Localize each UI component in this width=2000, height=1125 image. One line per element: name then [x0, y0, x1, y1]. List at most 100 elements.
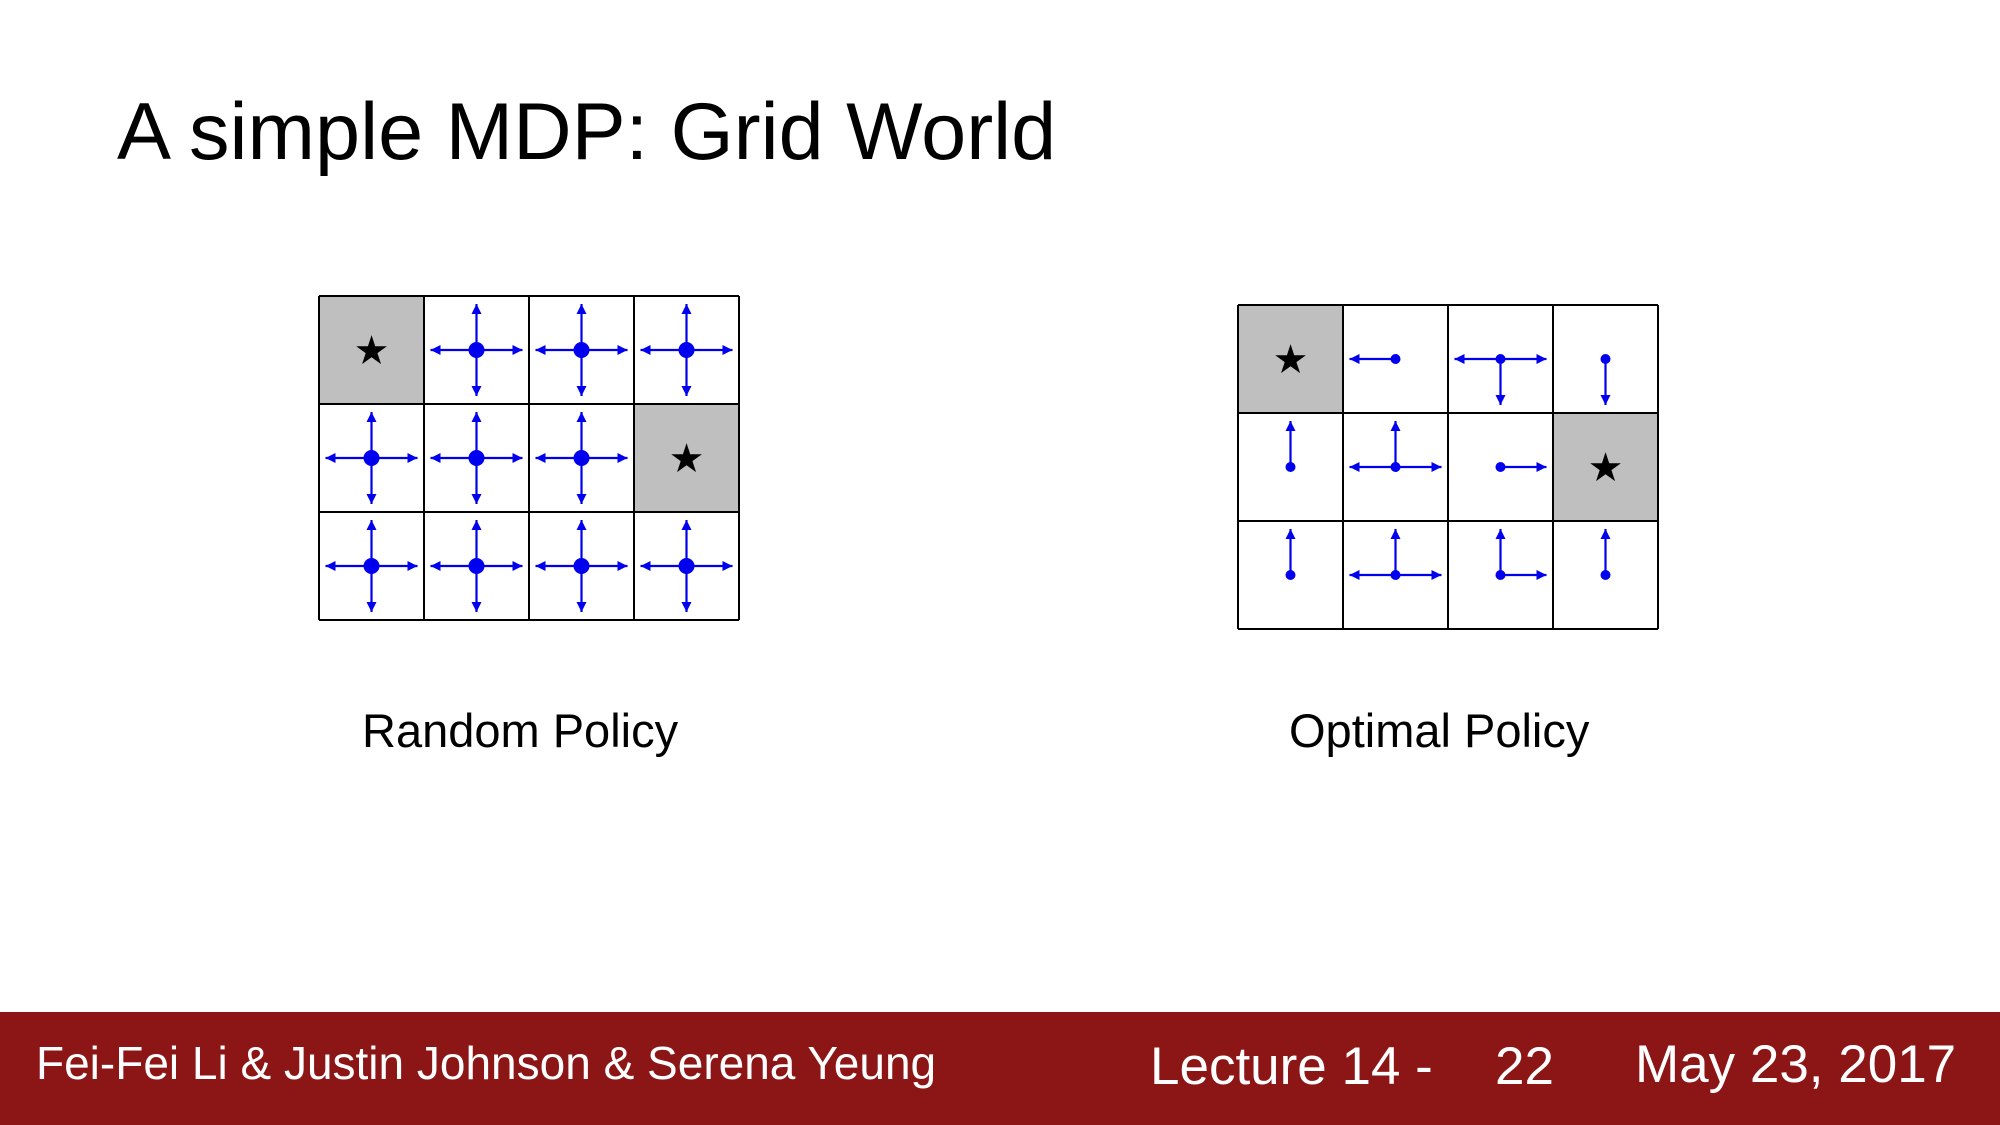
arrow-up-icon — [471, 412, 482, 458]
policy-cell — [640, 304, 733, 396]
star-icon: ★ — [1273, 337, 1309, 383]
optimal-policy-caption: Optimal Policy — [1289, 704, 1590, 757]
policy-cell — [535, 412, 628, 504]
policy-cell — [1349, 529, 1442, 580]
policy-cell — [1349, 354, 1401, 364]
arrow-down-icon — [471, 566, 482, 612]
arrow-right-icon — [476, 453, 523, 463]
policy-cell — [1285, 529, 1296, 580]
star-icon: ★ — [669, 436, 705, 482]
slide-title: A simple MDP: Grid World — [117, 87, 1057, 177]
arrow-down-icon — [681, 350, 692, 396]
arrow-left-icon — [325, 453, 372, 463]
policy-cell — [1495, 529, 1547, 580]
arrow-left-icon — [430, 561, 477, 571]
arrow-down-icon — [576, 458, 587, 504]
arrow-up-icon — [366, 412, 377, 458]
arrow-left-icon — [430, 453, 477, 463]
terminal-cell-fill — [1238, 305, 1343, 413]
arrow-left-icon — [535, 453, 582, 463]
arrow-right-icon — [1395, 570, 1442, 580]
star-icon: ★ — [1588, 445, 1624, 491]
arrow-left-icon — [1349, 570, 1396, 580]
arrow-up-icon — [576, 412, 587, 458]
optimal-policy-grid: ★★ — [1237, 304, 1659, 630]
arrow-up-icon — [1495, 529, 1506, 575]
terminal-cell-fill — [634, 404, 739, 512]
footer-lecture: Lecture 14 - — [1150, 1037, 1433, 1096]
arrow-down-icon — [681, 566, 692, 612]
arrow-right-icon — [371, 561, 418, 571]
footer-authors: Fei-Fei Li & Justin Johnson & Serena Yeu… — [36, 1037, 937, 1089]
arrow-up-icon — [576, 304, 587, 350]
terminal-cell: ★ — [634, 404, 739, 512]
policy-cell — [1349, 421, 1442, 472]
arrow-right-icon — [581, 561, 628, 571]
arrow-right-icon — [1395, 462, 1442, 472]
terminal-cell-fill — [319, 296, 424, 404]
arrow-down-icon — [366, 566, 377, 612]
arrow-right-icon — [1500, 462, 1547, 472]
terminal-cell-fill — [1553, 413, 1658, 521]
policy-cell — [430, 412, 523, 504]
arrow-up-icon — [1390, 421, 1401, 467]
policy-cell — [1454, 354, 1547, 405]
arrow-up-icon — [1285, 529, 1296, 575]
arrow-down-icon — [1495, 359, 1506, 405]
arrow-down-icon — [576, 350, 587, 396]
arrow-up-icon — [1600, 529, 1611, 575]
arrow-left-icon — [430, 345, 477, 355]
policy-cell — [1285, 421, 1296, 472]
arrow-right-icon — [476, 345, 523, 355]
terminal-cell: ★ — [319, 296, 424, 404]
grid-lines — [1237, 304, 1659, 630]
arrow-right-icon — [581, 453, 628, 463]
arrow-right-icon — [371, 453, 418, 463]
footer-bar — [0, 1012, 2000, 1125]
arrow-down-icon — [471, 350, 482, 396]
arrow-right-icon — [686, 345, 733, 355]
arrow-left-icon — [325, 561, 372, 571]
footer-background — [0, 1012, 2000, 1125]
arrow-up-icon — [681, 304, 692, 350]
arrow-up-icon — [681, 520, 692, 566]
arrow-down-icon — [366, 458, 377, 504]
policy-cell — [430, 520, 523, 612]
arrow-down-icon — [471, 458, 482, 504]
arrow-right-icon — [476, 561, 523, 571]
arrow-left-icon — [535, 345, 582, 355]
policy-cell — [640, 520, 733, 612]
arrow-right-icon — [581, 345, 628, 355]
policy-cell — [430, 304, 523, 396]
policy-cell — [325, 412, 418, 504]
policy-cell — [1600, 529, 1611, 580]
arrow-left-icon — [640, 345, 687, 355]
policy-cell — [1495, 462, 1547, 472]
random-policy-caption: Random Policy — [362, 704, 679, 757]
arrow-right-icon — [1500, 570, 1547, 580]
arrow-left-icon — [1349, 354, 1396, 364]
arrow-left-icon — [640, 561, 687, 571]
arrow-up-icon — [576, 520, 587, 566]
policy-cell — [535, 520, 628, 612]
arrow-down-icon — [576, 566, 587, 612]
arrow-down-icon — [1600, 359, 1611, 405]
arrow-up-icon — [366, 520, 377, 566]
footer-slide-number: 22 — [1495, 1037, 1554, 1096]
policy-cell — [1600, 354, 1611, 405]
arrow-up-icon — [471, 304, 482, 350]
policy-cell — [535, 304, 628, 396]
policy-cell — [325, 520, 418, 612]
arrow-up-icon — [1285, 421, 1296, 467]
star-icon: ★ — [354, 328, 390, 374]
arrow-right-icon — [686, 561, 733, 571]
arrow-left-icon — [1454, 354, 1501, 364]
terminal-cell: ★ — [1553, 413, 1658, 521]
random-policy-grid: ★★ — [318, 295, 740, 621]
arrow-left-icon — [1349, 462, 1396, 472]
grid-lines — [318, 295, 740, 621]
arrow-left-icon — [535, 561, 582, 571]
arrow-right-icon — [1500, 354, 1547, 364]
arrow-up-icon — [1390, 529, 1401, 575]
footer-date: May 23, 2017 — [1635, 1035, 1957, 1094]
